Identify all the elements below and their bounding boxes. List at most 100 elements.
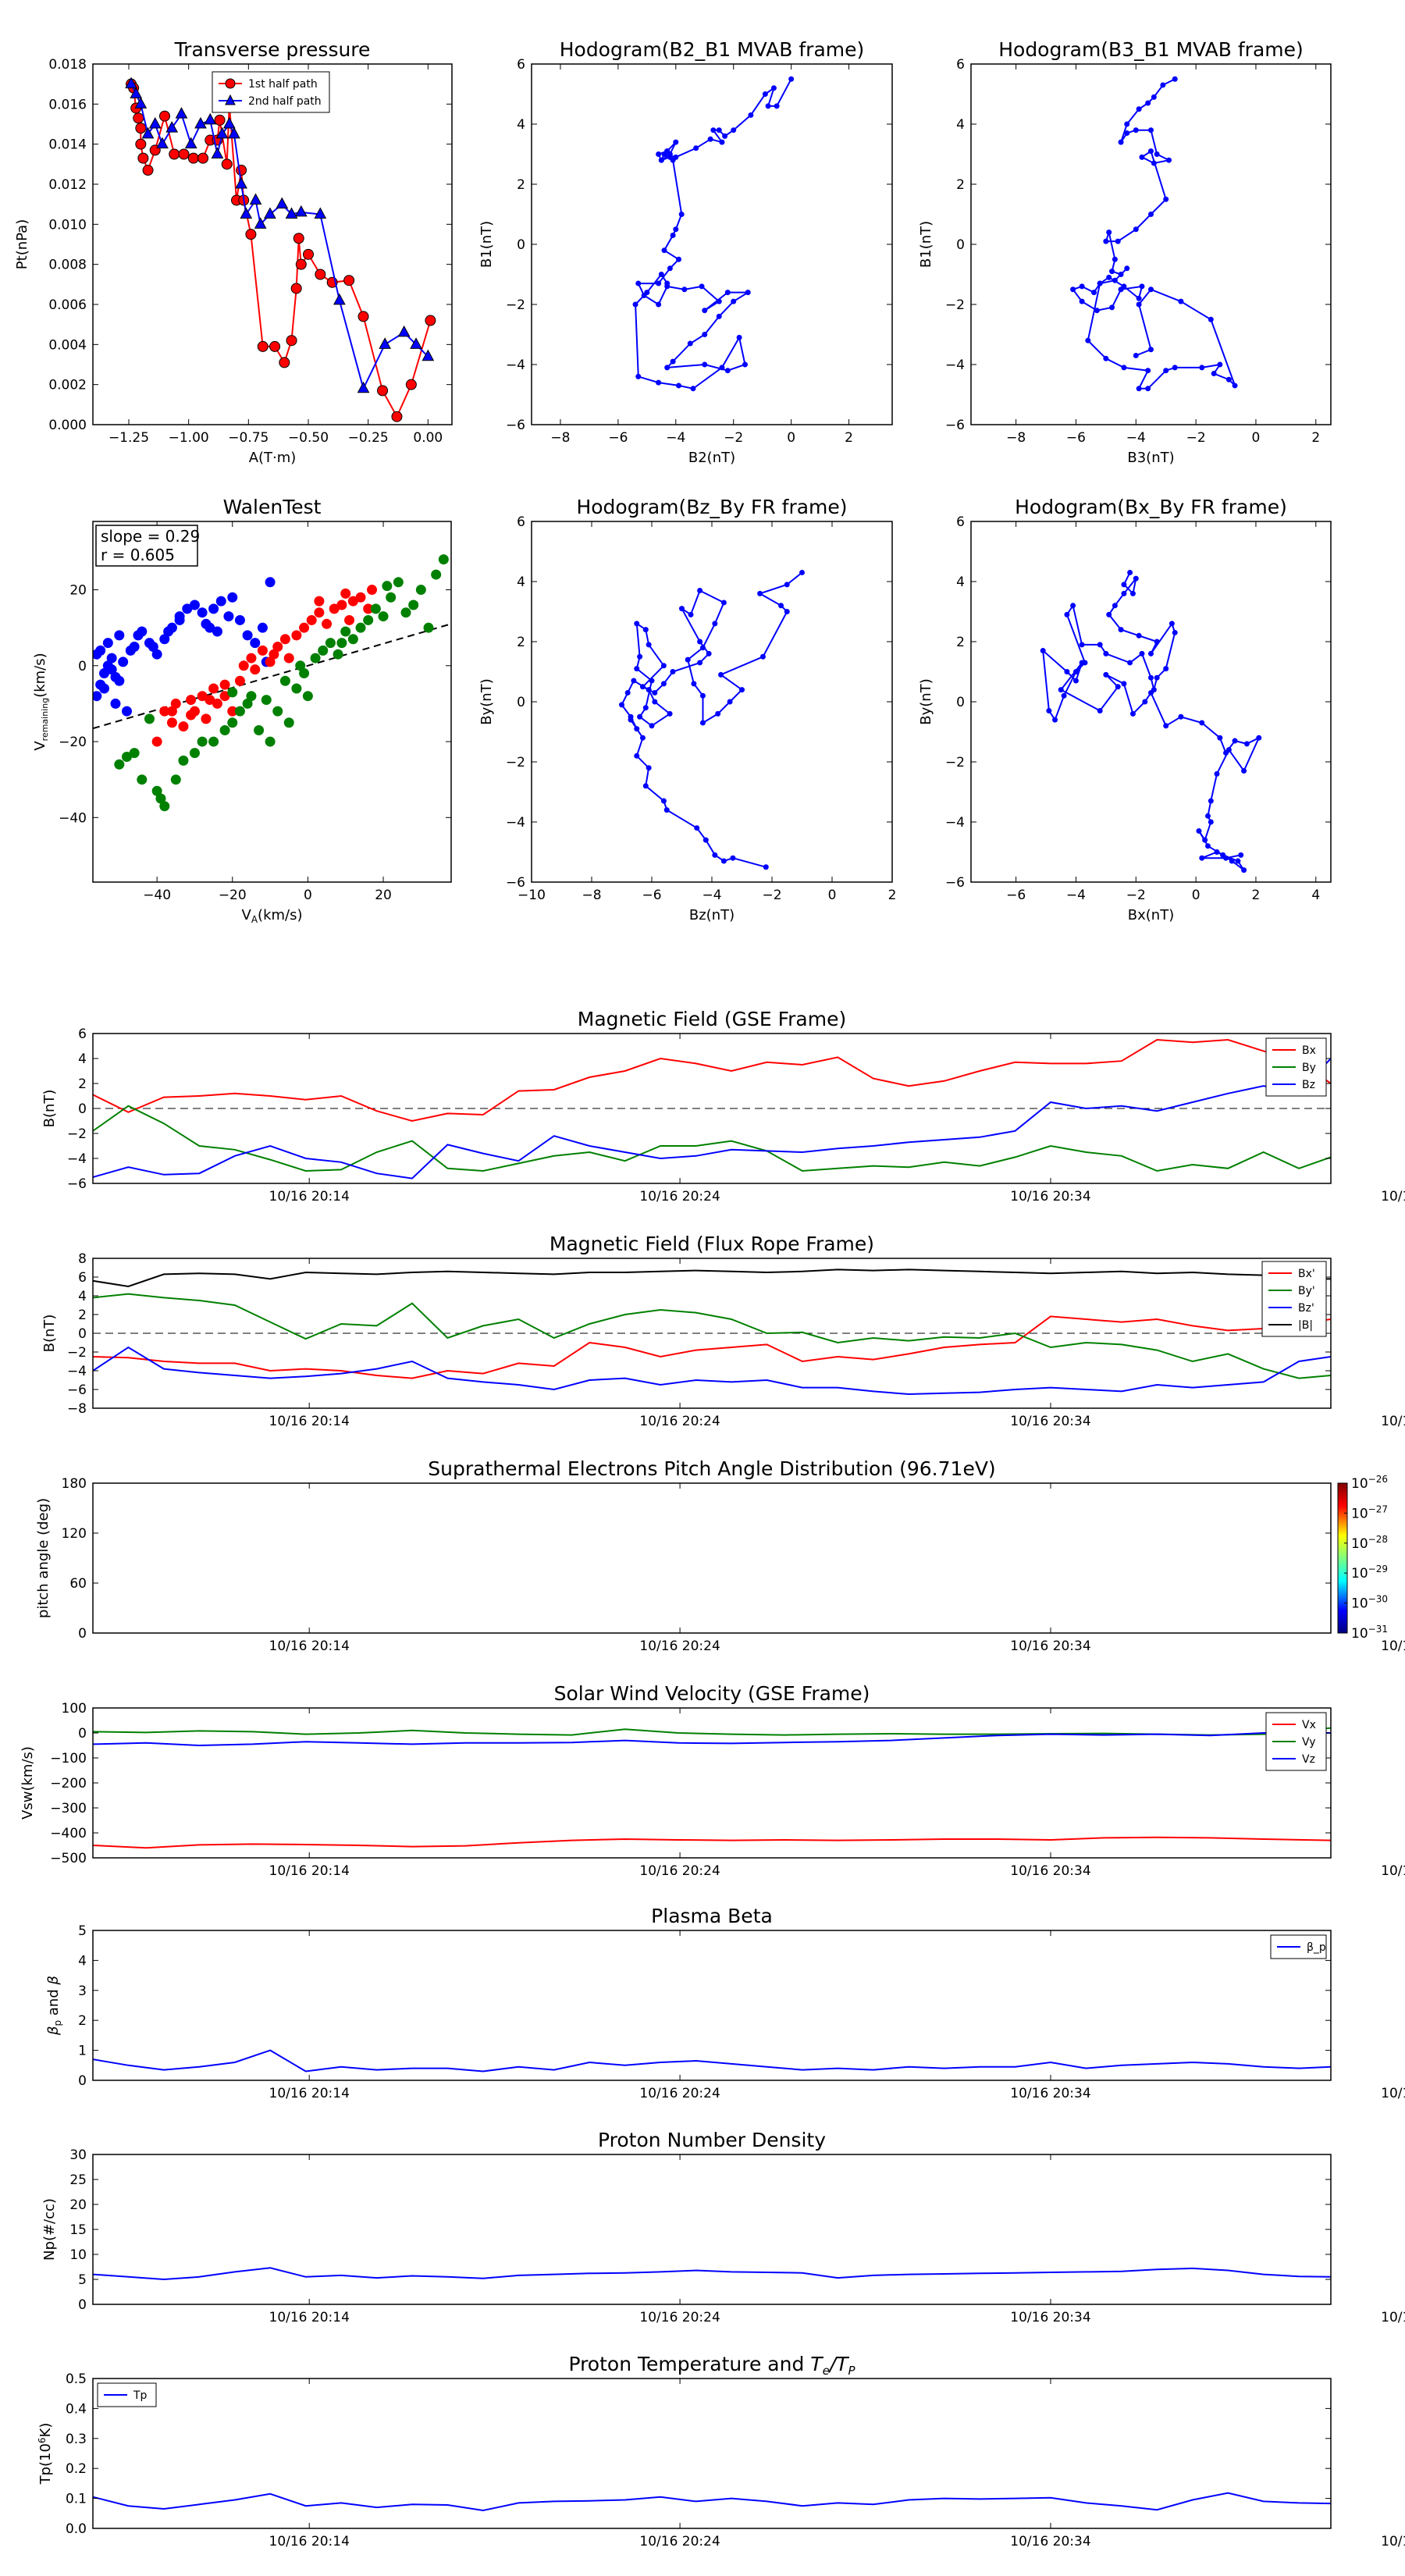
- data-point: [720, 858, 727, 864]
- x-tick-label: 10/16 20:14: [269, 2534, 350, 2549]
- data-point: [681, 286, 688, 293]
- y-tick-label: −500: [50, 1851, 87, 1866]
- data-point: [762, 91, 768, 97]
- data-point: [106, 653, 117, 664]
- legend-label: 1st half path: [248, 78, 318, 91]
- data-point: [1046, 708, 1052, 714]
- y-tick-label: 15: [69, 2222, 87, 2238]
- data-point: [286, 335, 297, 347]
- data-point: [314, 596, 325, 607]
- data-point: [1223, 855, 1229, 861]
- x-tick-label: 0: [828, 888, 837, 903]
- data-point: [656, 379, 662, 386]
- data-point: [265, 577, 276, 588]
- data-point: [1112, 256, 1118, 262]
- data-point: [1127, 660, 1133, 666]
- y-tick-label: 0.4: [66, 2401, 87, 2417]
- data-point: [137, 626, 148, 637]
- data-point: [1163, 666, 1169, 672]
- data-point: [1136, 386, 1142, 392]
- y-tick-label: 2: [78, 2013, 87, 2029]
- y-axis-label: B1(nT): [478, 221, 495, 268]
- data-point: [175, 107, 188, 119]
- data-point: [720, 600, 727, 606]
- data-point: [1178, 298, 1184, 304]
- x-tick-label: 0: [304, 888, 312, 903]
- data-point: [1163, 196, 1169, 202]
- data-point: [774, 103, 780, 109]
- data-point: [215, 596, 226, 607]
- data-point: [400, 607, 411, 618]
- y-tick-label: −4: [945, 815, 965, 831]
- y-tick-label: 30: [69, 2147, 87, 2163]
- y-axis-label-beta2: β: [45, 1976, 62, 1986]
- data-point: [1070, 603, 1076, 609]
- y-tick-label: −4: [945, 358, 965, 373]
- data-point: [238, 660, 249, 671]
- data-point: [697, 588, 703, 594]
- legend-label: 2nd half path: [248, 95, 322, 108]
- data-point: [347, 634, 358, 645]
- data-point: [634, 621, 640, 627]
- chart-h4: Hodogram(Bx_By FR frame) −6 −4 −2 0 2 4 6 −6 −4 −2…: [918, 496, 1332, 923]
- data-point: [652, 689, 658, 696]
- data-point: [1166, 157, 1172, 163]
- data-point: [673, 226, 679, 233]
- data-point: [148, 116, 162, 129]
- data-point: [295, 660, 306, 671]
- y-tick-label: 0.018: [48, 57, 87, 73]
- y-axis-label: Np(#/cc): [41, 2198, 58, 2261]
- plot-area: [125, 76, 436, 422]
- x-tick-label: −40: [143, 888, 171, 903]
- legend-label: Vz: [1302, 1753, 1315, 1766]
- data-point: [1148, 212, 1154, 217]
- data-point: [1145, 100, 1151, 106]
- data-point: [189, 748, 200, 759]
- data-point: [788, 76, 795, 82]
- colorbar-label-exp: −31: [1368, 1624, 1388, 1635]
- data-point: [1136, 106, 1142, 112]
- data-point: [664, 148, 670, 155]
- y-tick-label: 4: [78, 1051, 87, 1067]
- data-point: [391, 411, 403, 422]
- data-point: [637, 653, 643, 660]
- data-point: [628, 717, 634, 723]
- data-point: [716, 313, 722, 319]
- data-point: [663, 807, 670, 813]
- data-point: [1136, 295, 1142, 301]
- x-axis-label: B3(nT): [1127, 450, 1174, 466]
- data-point: [678, 212, 685, 217]
- x-tick-label: 10/16 20:14: [269, 1189, 350, 1204]
- data-point: [283, 653, 294, 664]
- data-point: [1225, 376, 1232, 382]
- data-point: [639, 684, 646, 690]
- data-point: [1232, 738, 1238, 744]
- data-point: [205, 622, 215, 633]
- legend-label: By: [1302, 1062, 1316, 1074]
- data-point: [1235, 858, 1241, 864]
- data-point: [163, 626, 174, 637]
- data-point: [1214, 770, 1220, 777]
- data-point: [661, 247, 667, 254]
- chart-pt: Transverse pressure 0.000 0.002 0.004 0.006 0…: [14, 38, 453, 466]
- data-point: [748, 112, 754, 118]
- data-point: [660, 663, 667, 669]
- legend-label: Bz: [1302, 1079, 1315, 1091]
- data-point: [197, 607, 208, 618]
- data-point: [114, 630, 125, 641]
- legend-bfr: Bx' By' Bz' |B|: [1261, 1261, 1327, 1337]
- x-axis-label-unit: (km/s): [258, 907, 302, 923]
- data-point: [1160, 82, 1166, 88]
- x-tick-label: 4: [1311, 888, 1320, 903]
- y-axis-label: pitch angle (deg): [35, 1498, 52, 1618]
- data-point: [393, 577, 404, 588]
- data-point: [1163, 723, 1169, 729]
- x-tick-label: −8: [582, 888, 601, 903]
- chart-title: Hodogram(B3_B1 MVAB frame): [998, 38, 1304, 61]
- chart-title: Hodogram(B2_B1 MVAB frame): [560, 38, 865, 61]
- data-point: [410, 337, 422, 349]
- data-point: [1199, 720, 1205, 726]
- data-point: [293, 233, 304, 244]
- y-tick-label: −2: [945, 297, 965, 313]
- data-point: [283, 717, 294, 728]
